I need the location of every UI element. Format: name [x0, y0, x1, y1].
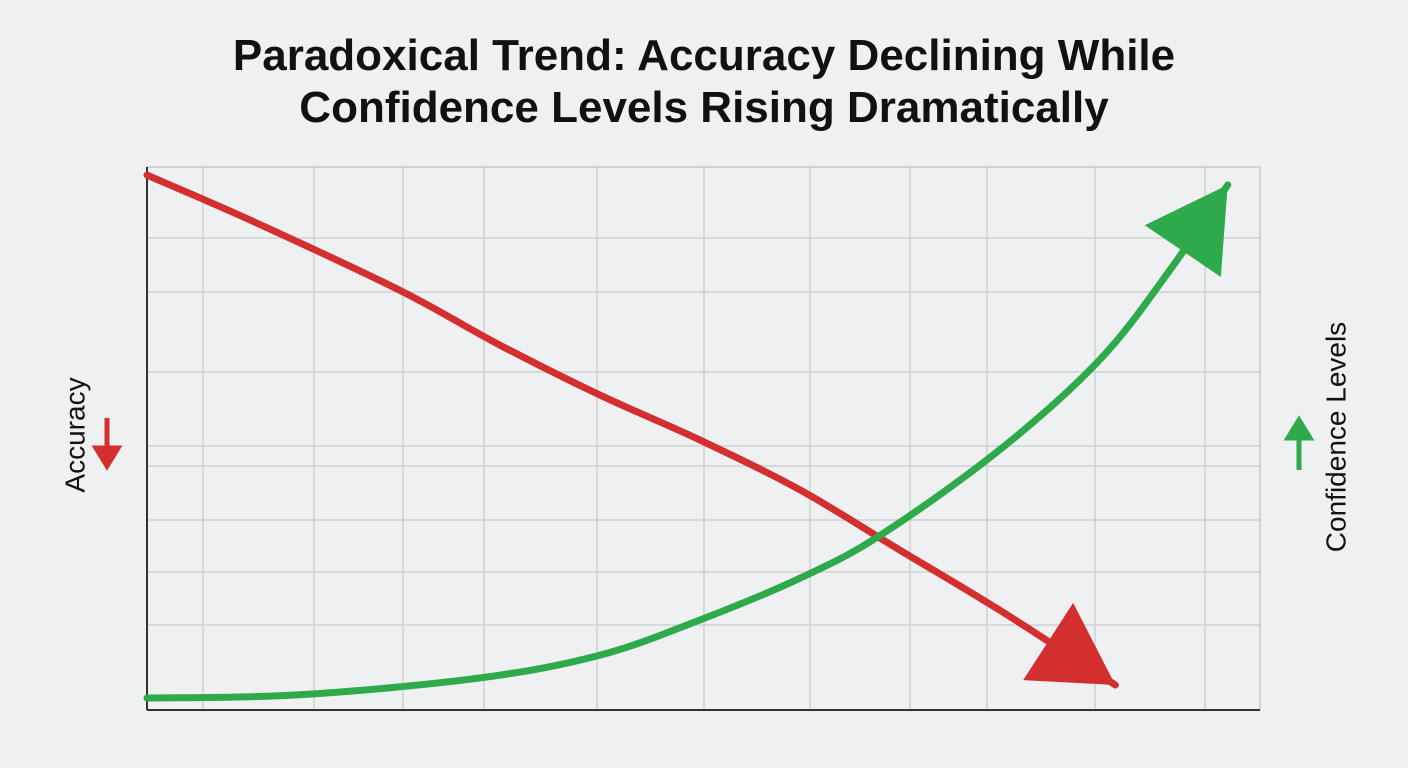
arrow-head — [1144, 184, 1228, 277]
up-arrow-icon — [1283, 415, 1315, 470]
series-line — [143, 181, 1232, 702]
down-arrow-icon — [91, 418, 123, 471]
arrow-head — [1023, 602, 1116, 686]
y-axis-label: Accuracy — [59, 377, 90, 492]
series-layer — [143, 171, 1232, 702]
chart-title: Confidence Levels Rising Dramatically — [299, 83, 1109, 132]
series-line — [143, 171, 1119, 689]
y2-axis-label: Confidence Levels — [1320, 322, 1351, 552]
chart-title: Paradoxical Trend: Accuracy Declining Wh… — [233, 31, 1175, 80]
